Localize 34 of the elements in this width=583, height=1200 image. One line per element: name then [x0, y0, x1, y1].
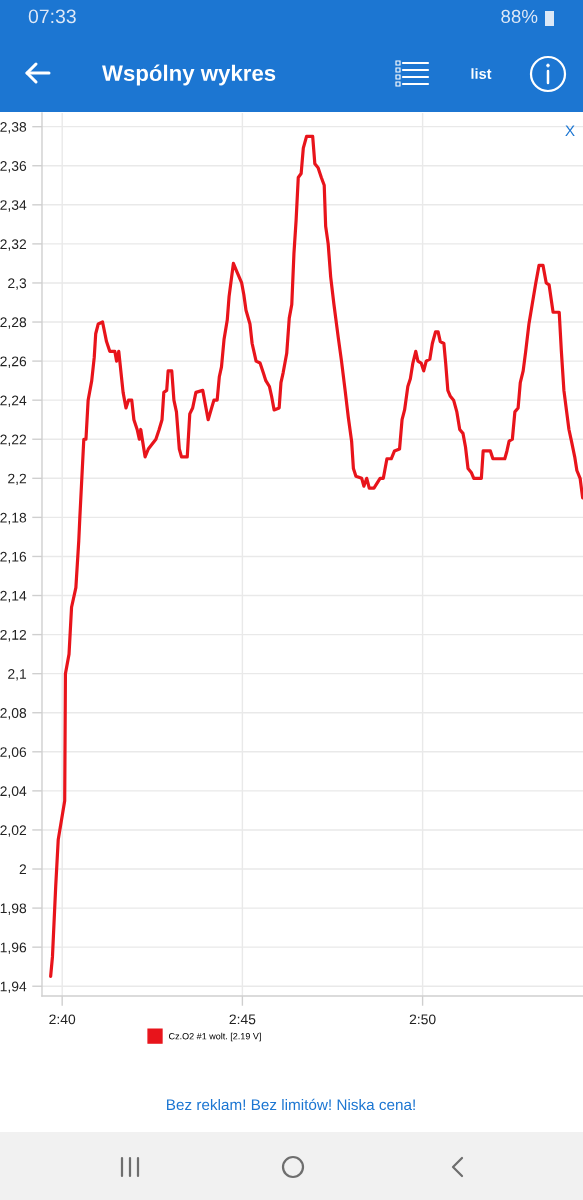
y-tick-label: 2,34 [0, 200, 27, 212]
y-tick-label: 2,3 [8, 278, 27, 290]
y-tick-label: 2,36 [0, 161, 27, 173]
x-tick-label: 2:50 [409, 1014, 436, 1025]
y-tick-label: 2,16 [0, 551, 27, 564]
y-tick-label: 2,24 [0, 395, 27, 407]
y-tick-label: 2,26 [0, 356, 27, 368]
annotation: X [565, 125, 575, 136]
y-tick-label: 2,18 [0, 512, 27, 525]
chart-title: Wspólny wykres [102, 64, 276, 86]
y-tick-label: 2,04 [0, 786, 27, 798]
text: list [471, 68, 492, 79]
y-tick-label: 2,12 [0, 629, 27, 642]
y-tick-label: 2,06 [0, 747, 27, 759]
y-tick-label: 2,38 [0, 122, 27, 134]
y-tick-label: 1,96 [0, 942, 27, 954]
text: 88% [501, 9, 538, 24]
text: Bez reklam! Bez limitów! Niska cena! [167, 1098, 415, 1111]
line-series [49, 134, 583, 979]
y-tick-label: 1,98 [0, 903, 27, 915]
legend-label: Cz.O2 #1 wolt. [2.19 V] [169, 1032, 261, 1042]
y-tick-label: 2,08 [0, 708, 27, 720]
y-tick-label: 2,32 [0, 239, 27, 251]
y-tick-label: 2,2 [8, 473, 27, 486]
y-tick-label: 2,02 [0, 825, 27, 837]
y-tick-label: 1,94 [0, 981, 27, 994]
y-tick-label: 2 [19, 864, 27, 875]
y-tick-label: 2,28 [0, 317, 27, 329]
y-tick-label: 2,14 [0, 590, 27, 603]
text: 07:33 [28, 9, 76, 24]
x-tick-label: 2:45 [229, 1014, 256, 1025]
y-tick-label: 2,1 [8, 669, 27, 681]
y-tick-label: 2,22 [0, 434, 27, 447]
x-tick-label: 2:40 [49, 1014, 76, 1025]
